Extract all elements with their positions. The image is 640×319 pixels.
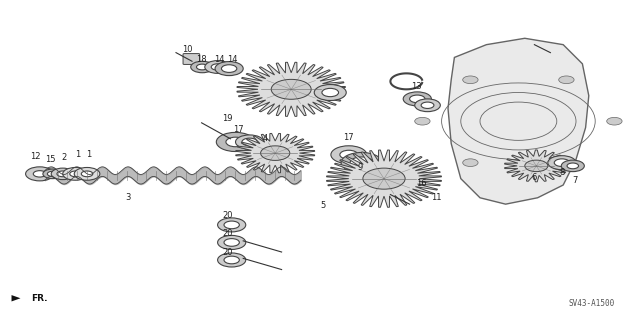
Circle shape <box>236 135 264 149</box>
Polygon shape <box>12 295 20 301</box>
Circle shape <box>242 138 257 146</box>
Polygon shape <box>236 133 315 173</box>
Text: 3: 3 <box>125 193 131 202</box>
Circle shape <box>559 76 574 84</box>
Text: 1: 1 <box>86 150 91 159</box>
Circle shape <box>314 85 346 100</box>
Circle shape <box>559 159 574 167</box>
Circle shape <box>224 239 239 246</box>
Circle shape <box>525 160 548 172</box>
Circle shape <box>215 62 243 76</box>
Text: 20: 20 <box>222 211 232 220</box>
Text: 18: 18 <box>196 55 206 63</box>
Text: 16: 16 <box>416 179 426 188</box>
Circle shape <box>260 146 290 160</box>
Circle shape <box>607 117 622 125</box>
Circle shape <box>33 171 46 177</box>
Text: 8: 8 <box>559 168 564 177</box>
Text: 5: 5 <box>321 201 326 210</box>
Circle shape <box>47 171 58 176</box>
Circle shape <box>403 92 431 106</box>
Circle shape <box>81 171 93 177</box>
Circle shape <box>340 150 358 159</box>
Text: SV43-A1500: SV43-A1500 <box>568 299 614 308</box>
Text: 1: 1 <box>76 150 81 159</box>
Text: 2: 2 <box>61 153 67 162</box>
Text: 10: 10 <box>182 45 193 54</box>
Text: 15: 15 <box>45 155 55 164</box>
Circle shape <box>26 167 54 181</box>
Circle shape <box>43 169 62 179</box>
Circle shape <box>410 95 425 103</box>
Circle shape <box>221 65 237 72</box>
Text: 20: 20 <box>222 229 232 238</box>
Circle shape <box>216 132 255 152</box>
Circle shape <box>548 156 576 170</box>
Circle shape <box>561 160 584 172</box>
Circle shape <box>415 99 440 112</box>
Circle shape <box>463 76 478 84</box>
Circle shape <box>51 168 74 180</box>
Polygon shape <box>448 38 589 204</box>
Circle shape <box>57 171 68 177</box>
Circle shape <box>554 159 570 167</box>
Text: 14: 14 <box>227 55 237 63</box>
Circle shape <box>211 64 224 70</box>
Text: 4: 4 <box>263 134 268 143</box>
Circle shape <box>224 256 239 264</box>
Circle shape <box>224 221 239 229</box>
Circle shape <box>415 117 430 125</box>
Circle shape <box>350 157 373 168</box>
Circle shape <box>218 218 246 232</box>
Circle shape <box>74 167 100 180</box>
Polygon shape <box>237 62 346 116</box>
Polygon shape <box>326 150 442 207</box>
Circle shape <box>363 168 405 189</box>
Text: 13: 13 <box>411 82 421 91</box>
Text: 12: 12 <box>30 152 40 161</box>
Circle shape <box>341 152 382 173</box>
Text: FR.: FR. <box>31 294 47 303</box>
Circle shape <box>567 163 579 169</box>
Circle shape <box>322 88 339 97</box>
Text: 7: 7 <box>572 176 577 185</box>
Text: 9: 9 <box>357 163 362 172</box>
Circle shape <box>70 171 81 177</box>
Circle shape <box>63 167 88 180</box>
Text: 19: 19 <box>222 114 232 123</box>
Circle shape <box>271 79 311 99</box>
Text: 14: 14 <box>214 55 224 63</box>
Text: 11: 11 <box>431 193 442 202</box>
Text: 17: 17 <box>233 125 243 134</box>
Circle shape <box>331 146 367 164</box>
FancyBboxPatch shape <box>183 54 200 64</box>
Circle shape <box>226 137 245 147</box>
Circle shape <box>421 102 434 108</box>
Text: 20: 20 <box>222 248 232 256</box>
Circle shape <box>205 61 230 73</box>
Circle shape <box>196 64 208 70</box>
Text: 6: 6 <box>532 173 537 182</box>
Circle shape <box>218 235 246 249</box>
Circle shape <box>191 61 214 73</box>
Circle shape <box>463 159 478 167</box>
Text: 17: 17 <box>344 133 354 142</box>
Polygon shape <box>504 150 568 182</box>
Circle shape <box>218 253 246 267</box>
